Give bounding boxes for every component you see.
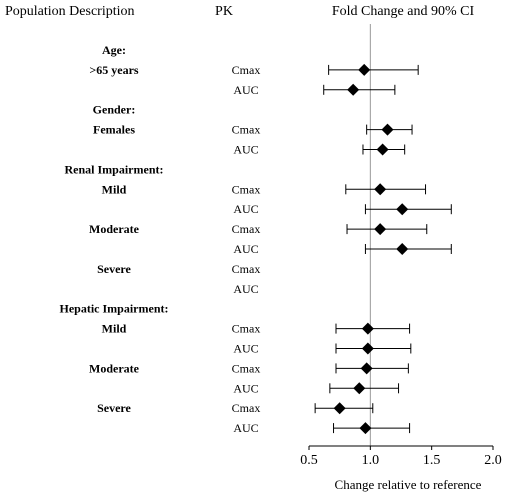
pk-label: AUC <box>233 282 258 296</box>
pk-label: Cmax <box>232 222 261 236</box>
pk-label: AUC <box>233 202 258 216</box>
pk-label: AUC <box>233 143 258 157</box>
group-title: Renal Impairment: <box>65 162 164 176</box>
estimate-diamond <box>361 342 374 355</box>
pk-label: Cmax <box>232 63 261 77</box>
estimate-diamond <box>353 382 366 395</box>
estimate-diamond <box>361 322 374 335</box>
x-tick-label: 1.0 <box>362 453 380 468</box>
x-tick-label: 1.5 <box>423 453 441 468</box>
pk-label: Cmax <box>232 322 261 336</box>
estimate-diamond <box>358 63 371 76</box>
x-tick-label: 0.5 <box>300 453 318 468</box>
pk-label: Cmax <box>232 361 261 375</box>
estimate-diamond <box>374 183 387 196</box>
pk-label: Cmax <box>232 182 261 196</box>
subgroup-label: >65 years <box>89 63 138 77</box>
subgroup-label: Moderate <box>89 222 140 236</box>
header-pk: PK <box>215 4 233 19</box>
estimate-diamond <box>333 402 346 415</box>
estimate-diamond <box>360 362 373 375</box>
x-tick-label: 2.0 <box>484 453 502 468</box>
group-title: Hepatic Impairment: <box>60 302 169 316</box>
estimate-diamond <box>359 422 372 435</box>
estimate-diamond <box>376 143 389 156</box>
estimate-diamond <box>347 83 360 96</box>
subgroup-label: Mild <box>102 182 127 196</box>
pk-label: AUC <box>233 242 258 256</box>
subgroup-label: Mild <box>102 322 127 336</box>
x-axis-label: Change relative to reference <box>335 477 482 492</box>
group-title: Age: <box>102 43 126 57</box>
pk-label: Cmax <box>232 401 261 415</box>
subgroup-label: Severe <box>97 262 131 276</box>
pk-label: AUC <box>233 381 258 395</box>
pk-label: AUC <box>233 83 258 97</box>
estimate-diamond <box>381 123 394 136</box>
pk-label: Cmax <box>232 123 261 137</box>
pk-label: Cmax <box>232 262 261 276</box>
header-population: Population Description <box>5 4 135 19</box>
subgroup-label: Severe <box>97 401 131 415</box>
estimate-diamond <box>396 203 409 216</box>
pk-label: AUC <box>233 342 258 356</box>
subgroup-label: Moderate <box>89 361 140 375</box>
pk-label: AUC <box>233 421 258 435</box>
estimate-diamond <box>396 243 409 255</box>
estimate-diamond <box>374 223 387 236</box>
group-title: Gender: <box>93 103 136 117</box>
header-ci: Fold Change and 90% CI <box>332 4 475 19</box>
subgroup-label: Females <box>93 123 135 137</box>
